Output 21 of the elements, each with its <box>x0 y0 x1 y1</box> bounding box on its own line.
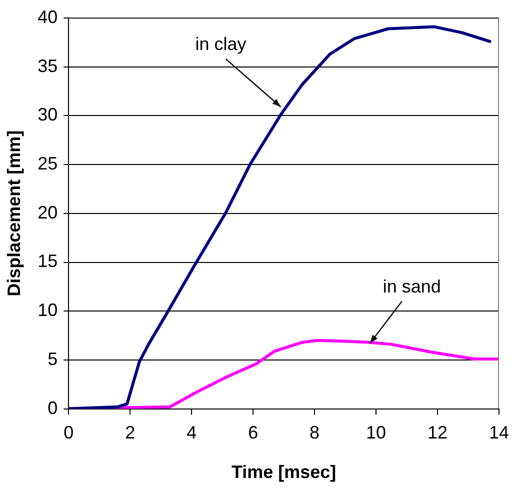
x-tick-label: 6 <box>248 422 258 443</box>
y-tick-label: 5 <box>48 348 58 369</box>
y-tick-label: 40 <box>38 6 58 27</box>
x-tick-label: 14 <box>488 422 510 443</box>
annotation: in clay <box>195 34 246 54</box>
x-tick-label: 8 <box>310 422 320 443</box>
x-tick-label: 0 <box>64 422 74 443</box>
x-tick-label: 2 <box>125 422 136 443</box>
y-tick-label: 35 <box>38 56 58 76</box>
y-tick-label: 20 <box>38 202 58 222</box>
x-tick-label: 12 <box>427 422 448 443</box>
y-tick-label: 0 <box>48 398 58 418</box>
y-tick-label: 10 <box>38 300 58 320</box>
y-tick-label: 30 <box>38 104 58 125</box>
x-tick-label: 4 <box>186 422 197 443</box>
y-tick-label: 15 <box>38 251 58 272</box>
y-tick-label: 25 <box>38 154 58 174</box>
annotation: in sand <box>382 276 441 296</box>
y-axis-title: Displacement [mm] <box>4 130 24 296</box>
x-tick-label: 10 <box>366 422 386 443</box>
x-axis-title: Time [msec] <box>231 462 336 482</box>
